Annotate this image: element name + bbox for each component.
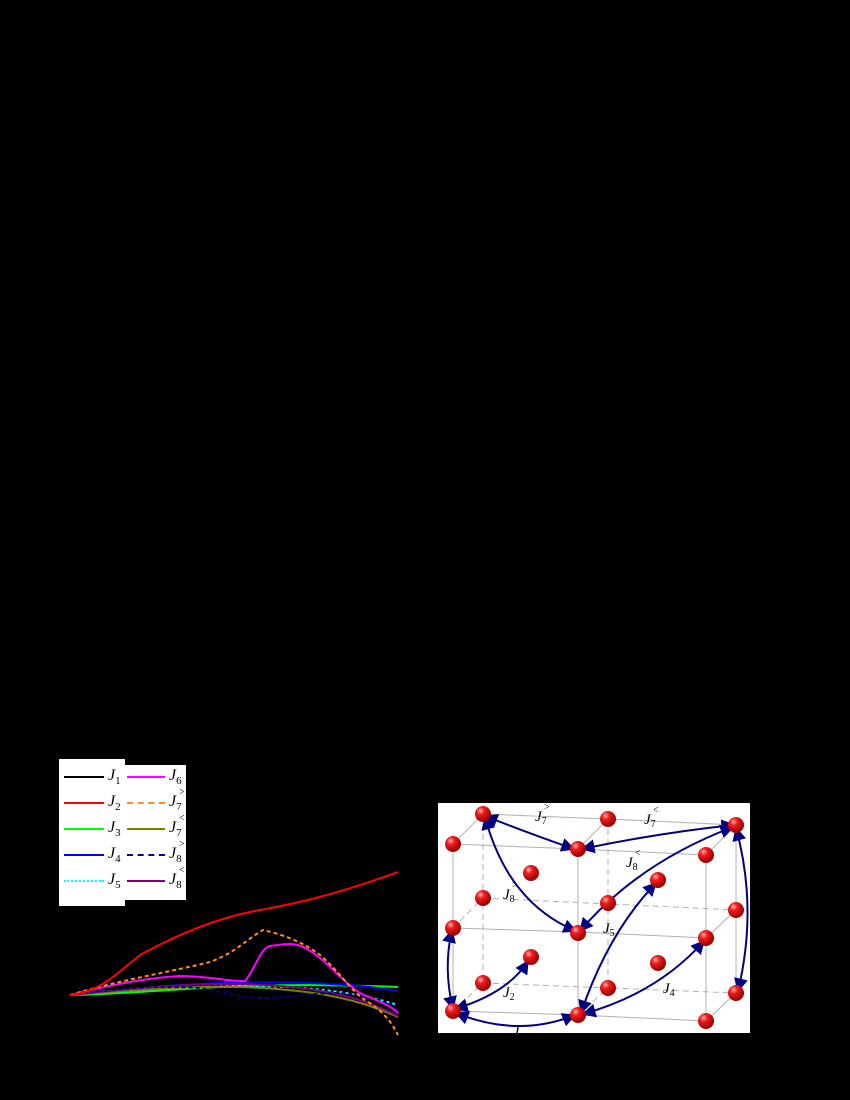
legend-swatch <box>64 880 104 882</box>
legend-item-J3: J3 <box>64 819 121 839</box>
legend-item-J7-less: J <7 <box>127 813 185 839</box>
legend-item-J8-less: J <8 <box>127 865 185 891</box>
arrow-bottom <box>454 1011 577 1027</box>
arrow-J7-less <box>580 819 736 854</box>
legend-swatch <box>127 802 165 804</box>
label-J7-less: J <7 <box>644 805 659 830</box>
label-J8-less: J <8 <box>626 848 641 873</box>
label-J2: J2 <box>503 985 515 1003</box>
curve-J6 <box>69 943 399 1014</box>
atoms <box>445 806 744 1029</box>
legend-swatch <box>64 802 104 804</box>
curve-J8-less <box>69 982 399 1017</box>
lattice-svg <box>442 806 749 1029</box>
arrow-J4 <box>581 939 705 1018</box>
plot-curves <box>69 871 399 1036</box>
legend-swatch <box>64 828 104 830</box>
label-J5: J5 <box>603 921 615 939</box>
legend-swatch <box>127 776 165 778</box>
legend-swatch <box>127 854 165 856</box>
curve-J2 <box>69 871 399 996</box>
legend-item-J5: J5 <box>64 871 121 891</box>
legend-item-J2: J2 <box>64 793 121 813</box>
legend-swatch <box>64 854 104 856</box>
curve-J8-greater <box>69 985 399 1011</box>
label-J7-greater: J >7 <box>535 803 550 827</box>
legend-item-J7-greater: J >7 <box>127 787 185 813</box>
curve-J7-less <box>69 985 399 1018</box>
exchange-arrows <box>442 814 749 1027</box>
arrow-J5 <box>578 881 657 1015</box>
legend-item-J8-greater: J >8 <box>127 839 185 865</box>
arrow-J8-greater <box>481 815 578 933</box>
legend: J1 J2 J3 J4 J5 J6 J >7 J <7 J >8 J <8 <box>59 759 186 906</box>
legend-swatch <box>127 828 165 830</box>
label-J-bottom-clipped: J <box>513 1023 520 1033</box>
arrow-right-vertical <box>732 826 749 993</box>
label-J8-greater: J >8 <box>503 880 518 905</box>
legend-swatch <box>127 880 165 882</box>
arrow-J7-greater <box>483 814 576 852</box>
label-J4: J4 <box>663 981 675 999</box>
lattice-diagram: J >7 J <7 J <8 J >8 J5 J2 J4 J <box>438 803 750 1033</box>
legend-item-J6: J6 <box>127 767 182 787</box>
arrow-J2 <box>453 959 529 1013</box>
legend-item-J4: J4 <box>64 845 121 865</box>
curve-J7-greater <box>69 928 399 1036</box>
legend-item-J1: J1 <box>64 767 121 787</box>
arrow-left-vertical <box>442 928 457 1011</box>
legend-swatch <box>64 776 104 778</box>
